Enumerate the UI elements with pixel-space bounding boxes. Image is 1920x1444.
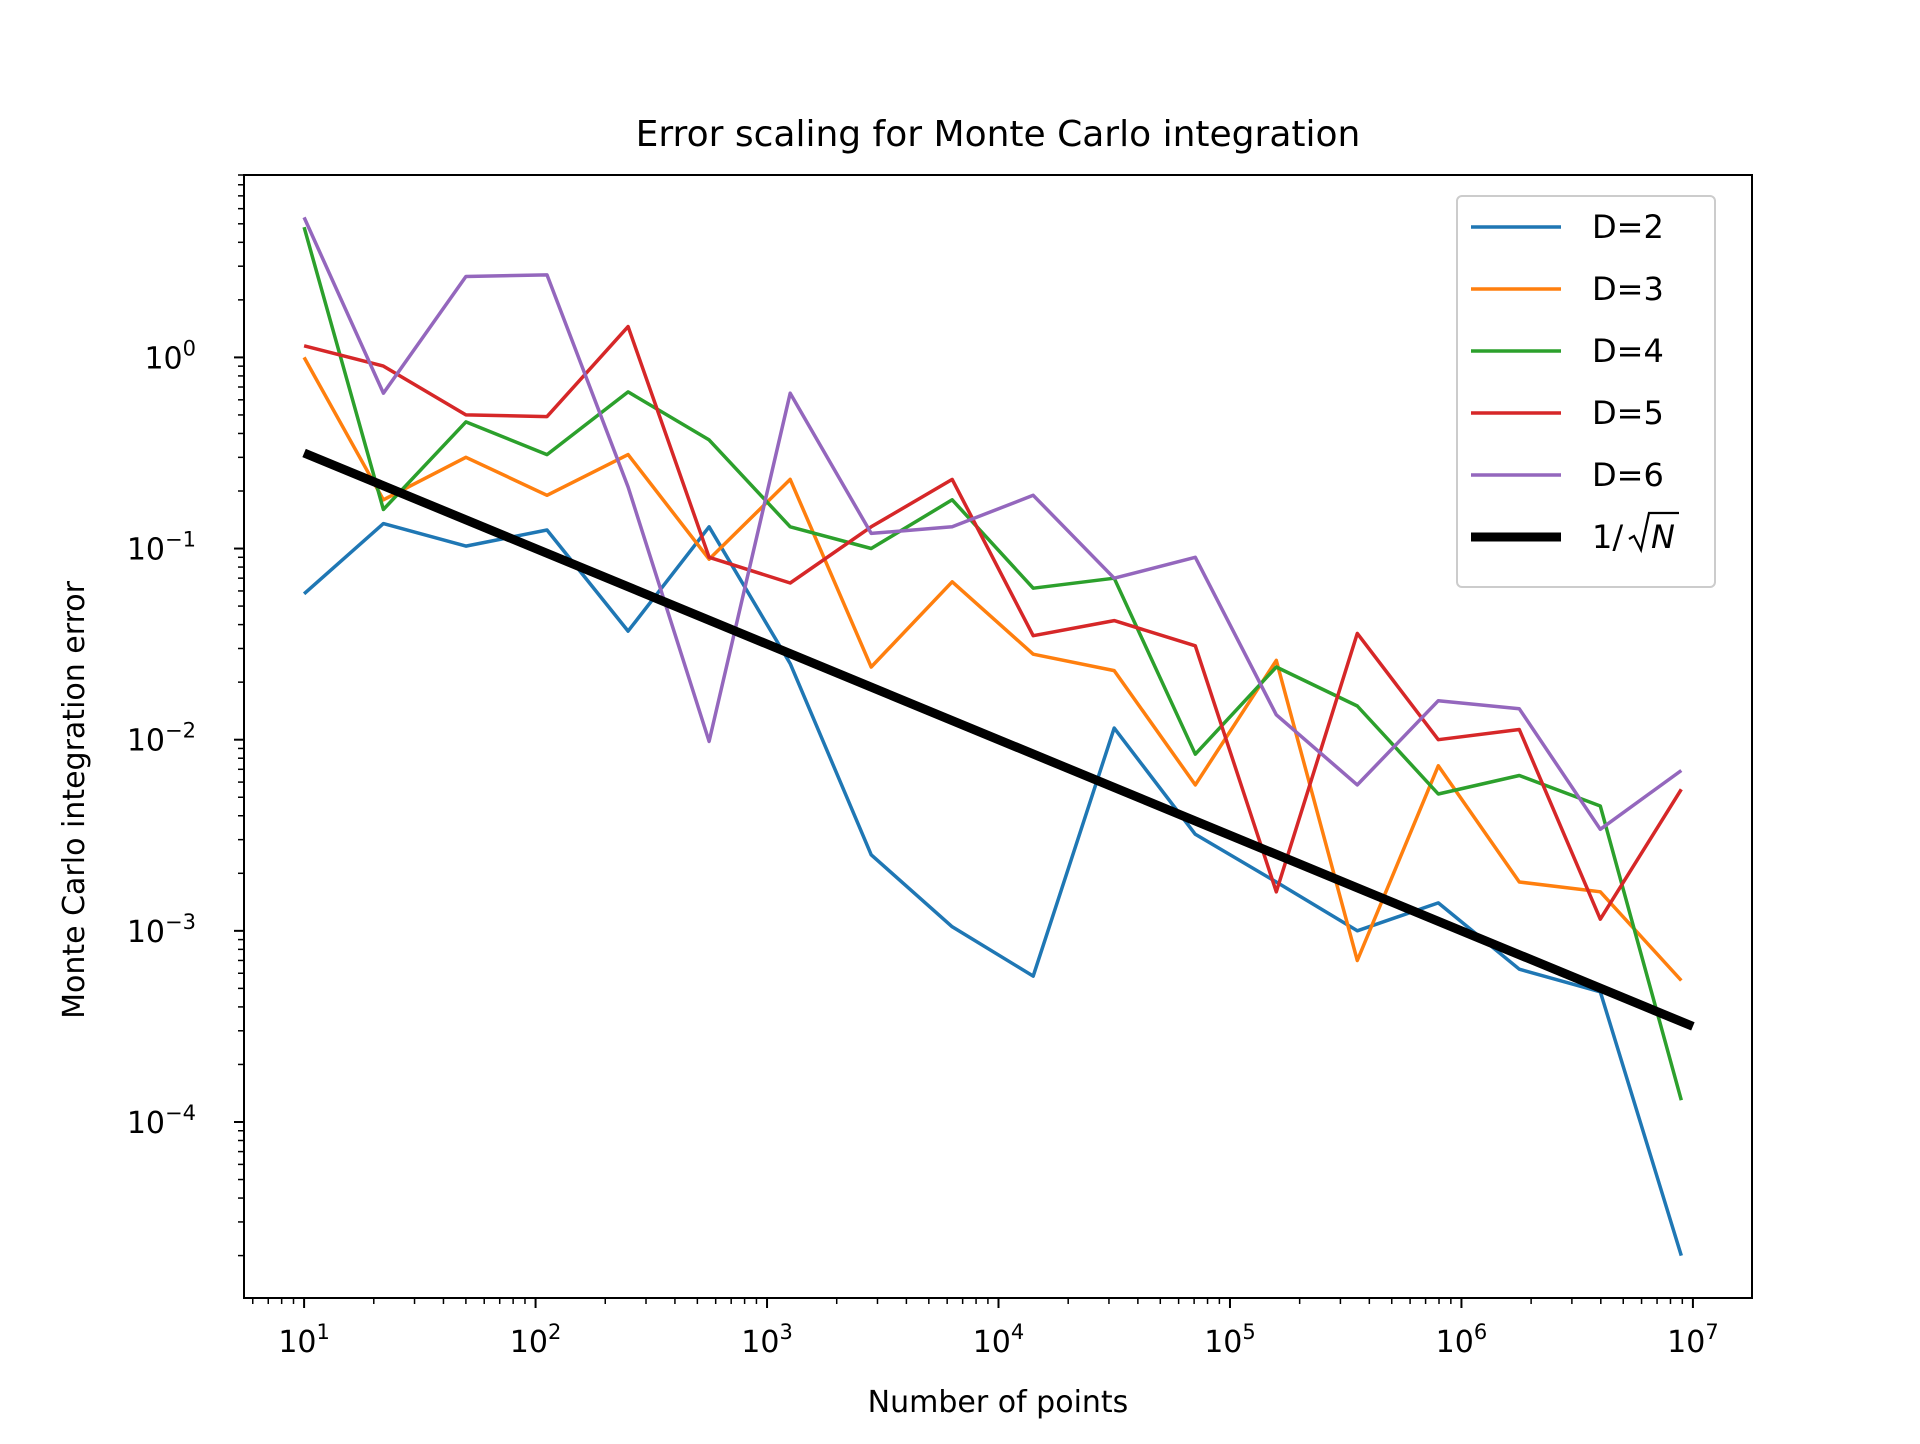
plot-frame [243, 174, 1753, 1299]
x-tick-label: 103 [741, 1320, 793, 1360]
series-line-D=2 [302, 521, 1683, 1257]
series-line-D=6 [302, 216, 1683, 832]
x-tick-label: 106 [1436, 1320, 1488, 1360]
y-tick-label: 100 [144, 336, 196, 376]
legend-label-reference-var: N [1651, 518, 1675, 556]
legend-radical-sign [1628, 511, 1679, 554]
legend-box [1456, 195, 1716, 588]
series-line-D=4 [302, 226, 1683, 1101]
plot-lines [302, 216, 1695, 1257]
legend-label-D=4: D=4 [1592, 332, 1664, 370]
y-tick-label: 10−4 [127, 1101, 196, 1141]
series-line-D=3 [302, 356, 1683, 982]
reference-line [302, 448, 1695, 1031]
chart-title: Error scaling for Monte Carlo integratio… [636, 114, 1361, 155]
x-tick-label: 101 [278, 1320, 330, 1360]
x-tick-label: 104 [973, 1320, 1025, 1360]
legend-label-D=6: D=6 [1592, 456, 1664, 494]
series-line-D=5 [303, 324, 1683, 921]
y-tick-label: 10−2 [127, 719, 196, 759]
legend-label-D=5: D=5 [1592, 394, 1664, 432]
x-tick-label: 102 [510, 1320, 562, 1360]
x-axis-label: Number of points [868, 1385, 1129, 1420]
x-tick-label: 105 [1204, 1320, 1256, 1360]
legend-label-D=3: D=3 [1592, 270, 1664, 308]
legend: D=2 D=3 D=4 D=5 D=6 1/N [1456, 195, 1716, 588]
legend-label-D=2: D=2 [1592, 208, 1664, 246]
y-tick-label: 10−3 [127, 910, 196, 950]
legend-label-reference-prefix: 1/ [1592, 518, 1623, 556]
x-tick-label: 107 [1667, 1320, 1719, 1360]
y-axis-label: Monte Carlo integration error [57, 580, 92, 1019]
axis-ticks: 101 102 103 104 105 106 107 100 10−1 10−2 10−3 10−4 [127, 174, 1719, 1360]
y-tick-label: 10−1 [127, 528, 196, 568]
